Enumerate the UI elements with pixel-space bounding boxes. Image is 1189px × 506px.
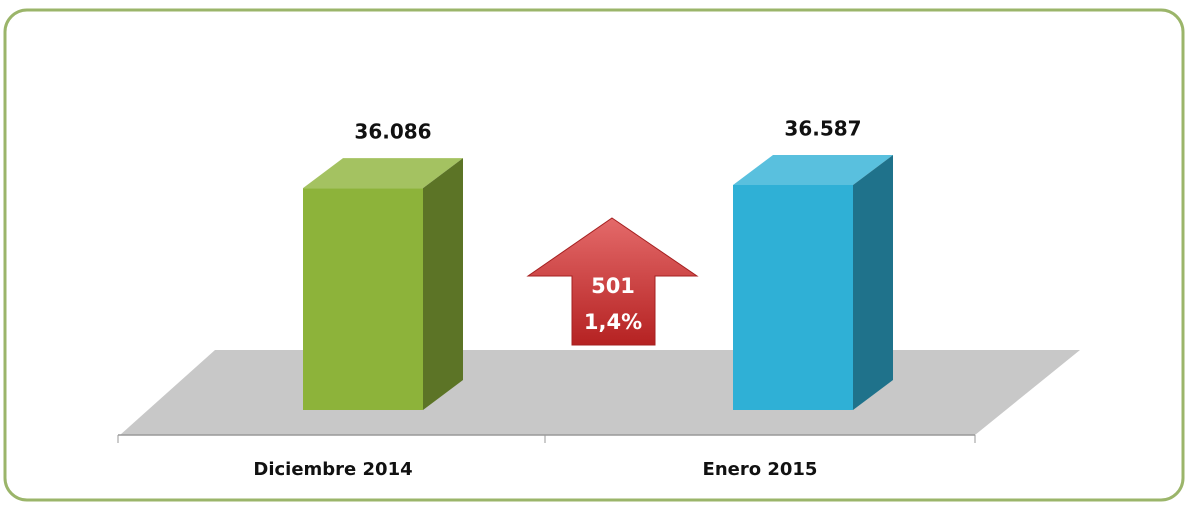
bar-side bbox=[423, 158, 463, 410]
bar-top bbox=[303, 158, 463, 189]
x-tick-label: Enero 2015 bbox=[703, 459, 818, 480]
change-percent: 1,4% bbox=[584, 310, 642, 334]
bar-front bbox=[733, 185, 853, 410]
x-tick-label: Diciembre 2014 bbox=[253, 459, 412, 480]
bar bbox=[303, 158, 463, 410]
floor bbox=[120, 350, 1080, 435]
bar bbox=[733, 155, 893, 410]
bar-side bbox=[853, 155, 893, 410]
bar-front bbox=[303, 188, 423, 410]
change-arrow: 501 1,4% bbox=[526, 217, 699, 346]
value-label: 36.086 bbox=[354, 120, 431, 144]
change-value: 501 bbox=[591, 274, 635, 298]
value-label: 36.587 bbox=[784, 117, 861, 141]
bar-top bbox=[733, 155, 893, 185]
